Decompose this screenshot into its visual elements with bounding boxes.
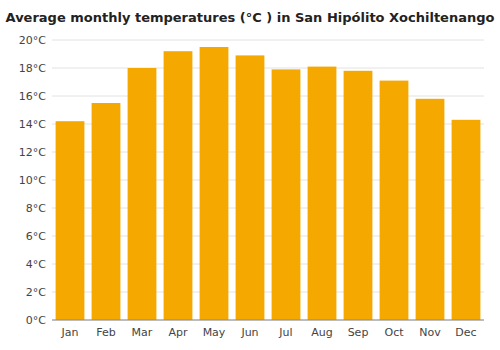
- grid-line: [52, 320, 484, 321]
- x-axis: Jan Feb Mar Apr May Jun Jul Aug Sep Oct Nov Dec: [61, 326, 477, 339]
- bar: [92, 103, 121, 320]
- bar: [128, 68, 157, 320]
- title: Average monthly temperatures (°C ) in Sa…: [6, 10, 495, 25]
- x-tick-label: Sep: [348, 326, 369, 339]
- x-tick-label: Oct: [384, 326, 404, 339]
- grid-line: [52, 68, 484, 69]
- chart: Average monthly temperatures (°C ) in Sa…: [0, 0, 500, 350]
- y-tick-label: 0°C: [26, 314, 46, 327]
- y-axis: 0°C 2°C 4°C 6°C 8°C 10°C 12°C 14°C 16°C 18°C 20°C: [19, 34, 484, 327]
- x-tick-label: Jul: [278, 326, 292, 339]
- x-tick-label: Mar: [132, 326, 153, 339]
- y-tick-label: 14°C: [19, 118, 46, 131]
- bar: [164, 51, 193, 320]
- bar: [416, 99, 445, 320]
- x-tick-label: Aug: [311, 326, 332, 339]
- y-tick-label: 6°C: [26, 230, 46, 243]
- x-tick-label: Dec: [455, 326, 476, 339]
- bar: [452, 120, 481, 320]
- chart-container: Average monthly temperatures (°C ) in Sa…: [0, 0, 500, 350]
- x-tick-label: Feb: [96, 326, 115, 339]
- x-tick-label: Jun: [240, 326, 258, 339]
- x-tick-label: Jan: [61, 326, 79, 339]
- y-tick-label: 2°C: [26, 286, 46, 299]
- y-tick-label: 18°C: [19, 62, 46, 75]
- bars: [56, 47, 481, 320]
- bar: [200, 47, 229, 320]
- grid-line: [52, 40, 484, 41]
- x-tick-label: Apr: [168, 326, 188, 339]
- bar: [272, 69, 301, 320]
- y-tick-label: 16°C: [19, 90, 46, 103]
- y-tick-label: 4°C: [26, 258, 46, 271]
- bar: [380, 81, 409, 320]
- y-tick-label: 8°C: [26, 202, 46, 215]
- bar: [236, 55, 265, 320]
- x-tick-label: Nov: [419, 326, 441, 339]
- bar: [56, 121, 85, 320]
- y-tick-label: 10°C: [19, 174, 46, 187]
- x-axis-line: [52, 320, 484, 321]
- y-tick-label: 20°C: [19, 34, 46, 47]
- bar: [308, 67, 337, 320]
- grid-line: [52, 96, 484, 97]
- bar: [344, 71, 373, 320]
- y-tick-label: 12°C: [19, 146, 46, 159]
- x-tick-label: May: [203, 326, 226, 339]
